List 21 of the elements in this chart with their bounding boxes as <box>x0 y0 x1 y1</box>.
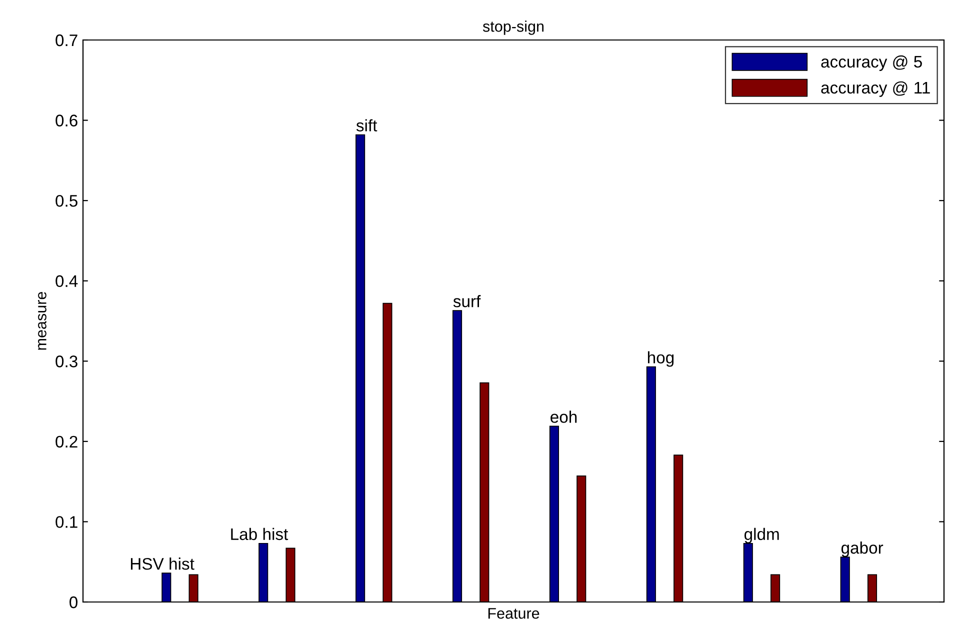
legend-label: accuracy @ 5 <box>821 55 922 71</box>
x-axis-title: Feature <box>488 608 540 619</box>
y-tick-label: 0 <box>70 596 78 608</box>
y-tick-label: 0.3 <box>56 356 78 368</box>
y-tick-label: 0.1 <box>56 516 78 528</box>
y-tick-label: 0.4 <box>56 275 78 288</box>
x-tick-label: gldm <box>744 528 779 544</box>
y-tick-label: 0.5 <box>56 194 78 207</box>
y-tick-label: 0.2 <box>56 436 78 448</box>
chart-title: stop-sign <box>482 20 544 35</box>
x-tick-label: hog <box>648 351 674 367</box>
x-tick-label: sift <box>356 119 378 132</box>
x-tick-label: Lab hist <box>231 528 288 540</box>
y-axis-title: measure <box>38 292 46 350</box>
legend-label: accuracy @ 11 <box>821 81 930 97</box>
y-tick-label: 0.6 <box>56 114 78 126</box>
x-tick-label: gabor <box>841 542 884 558</box>
y-tick-label: 0.7 <box>56 34 78 46</box>
x-tick-label: surf <box>453 295 481 308</box>
x-tick-label: eoh <box>550 410 577 423</box>
x-tick-label: HSV hist <box>130 558 194 570</box>
